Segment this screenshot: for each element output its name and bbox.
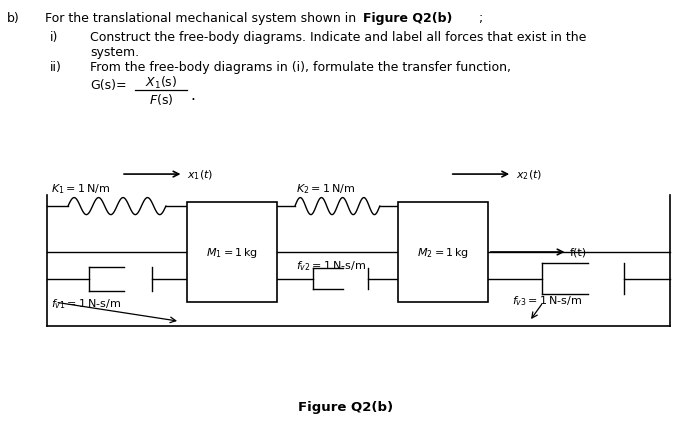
Text: G(s)=: G(s)= — [90, 79, 127, 92]
Text: $M_1 = 1\,\mathrm{kg}$: $M_1 = 1\,\mathrm{kg}$ — [206, 245, 258, 259]
Text: From the free-body diagrams in (i), formulate the transfer function,: From the free-body diagrams in (i), form… — [90, 60, 511, 73]
Text: $f_{v2} = 1\,\mathrm{N\text{-}s/m}$: $f_{v2} = 1\,\mathrm{N\text{-}s/m}$ — [295, 259, 366, 273]
Text: i): i) — [50, 31, 58, 43]
Text: For the translational mechanical system shown in: For the translational mechanical system … — [45, 12, 360, 25]
Text: $x_2(t)$: $x_2(t)$ — [516, 168, 542, 181]
Text: $\mathit{F}$(s): $\mathit{F}$(s) — [149, 92, 173, 107]
Text: $M_2 = 1\,\mathrm{kg}$: $M_2 = 1\,\mathrm{kg}$ — [417, 245, 469, 259]
Text: $K_1 = 1\,\mathrm{N/m}$: $K_1 = 1\,\mathrm{N/m}$ — [51, 182, 109, 196]
Text: Construct the free-body diagrams. Indicate and label all forces that exist in th: Construct the free-body diagrams. Indica… — [90, 31, 586, 43]
Text: system.: system. — [90, 46, 139, 58]
Text: $K_2 = 1\,\mathrm{N/m}$: $K_2 = 1\,\mathrm{N/m}$ — [295, 182, 355, 196]
Text: f(t): f(t) — [570, 248, 587, 257]
Text: $\mathit{X_1}$(s): $\mathit{X_1}$(s) — [145, 74, 177, 90]
Text: Figure Q2(b): Figure Q2(b) — [298, 400, 394, 413]
Text: $x_1(t)$: $x_1(t)$ — [187, 168, 213, 181]
Text: $f_{v1} = 1\,\mathrm{N\text{-}s/m}$: $f_{v1} = 1\,\mathrm{N\text{-}s/m}$ — [51, 296, 120, 310]
Text: b): b) — [7, 12, 19, 25]
Text: ii): ii) — [50, 60, 62, 73]
Text: $f_{v3} = 1\,\mathrm{N\text{-}s/m}$: $f_{v3} = 1\,\mathrm{N\text{-}s/m}$ — [512, 294, 582, 308]
Bar — [187, 202, 277, 302]
Text: ;: ; — [479, 12, 483, 25]
Bar — [398, 202, 488, 302]
Text: .: . — [190, 88, 195, 103]
Text: Figure Q2(b): Figure Q2(b) — [363, 12, 452, 25]
